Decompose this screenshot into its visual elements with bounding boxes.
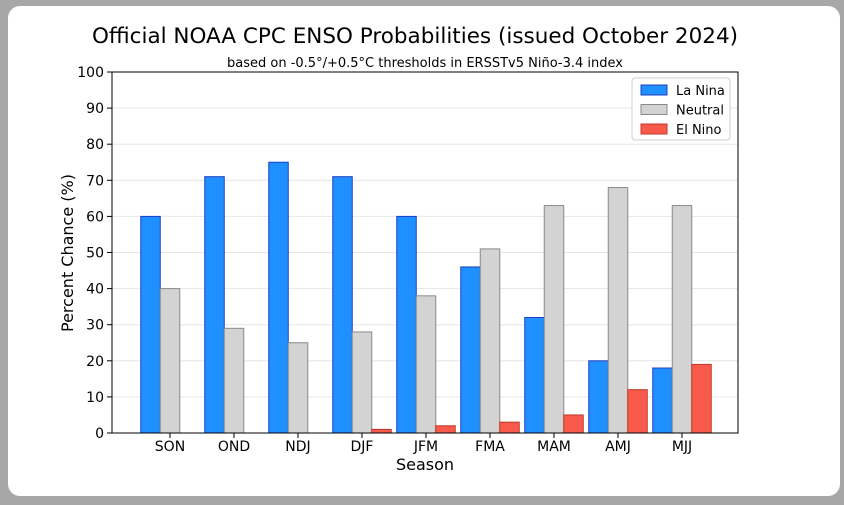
legend-el-nino-label: El Nino bbox=[676, 123, 722, 138]
y-tick-label: 10 bbox=[86, 390, 104, 406]
y-tick-label: 90 bbox=[86, 101, 104, 117]
bar-la-nina-fma bbox=[460, 266, 481, 434]
y-axis: 0 10 20 30 40 50 60 70 80 90 100 bbox=[77, 65, 112, 442]
bar-la-nina-ond bbox=[204, 176, 225, 434]
y-tick-label: 50 bbox=[86, 246, 104, 262]
bar-neutral-ndj bbox=[287, 342, 309, 434]
legend-el-nino-swatch bbox=[640, 123, 668, 135]
x-tick-label: MJJ bbox=[672, 439, 692, 455]
legend: La Nina Neutral El Nino bbox=[631, 77, 731, 141]
legend-la-nina-swatch bbox=[640, 84, 668, 96]
y-axis-label: Percent Chance (%) bbox=[58, 174, 77, 332]
y-tick-label: 60 bbox=[86, 209, 104, 225]
chart-subtitle: based on -0.5°/+0.5°C thresholds in ERSS… bbox=[227, 56, 623, 71]
bar-la-nina-mam bbox=[524, 316, 545, 434]
bar-neutral-fma bbox=[479, 248, 501, 434]
bar-neutral-djf bbox=[351, 331, 373, 434]
x-tick-label: JFM bbox=[413, 439, 438, 455]
legend-neutral-swatch bbox=[640, 104, 668, 115]
bar-la-nina-ndj bbox=[268, 161, 289, 434]
legend-neutral-label: Neutral bbox=[676, 104, 724, 119]
x-tick-label: NDJ bbox=[285, 439, 310, 455]
bar-el-nino-jfm bbox=[435, 425, 456, 434]
y-tick-label: 70 bbox=[86, 173, 104, 189]
bar-el-nino-mam bbox=[563, 414, 584, 434]
x-axis-label: Season bbox=[396, 455, 454, 474]
bar-neutral-son bbox=[159, 288, 181, 434]
y-tick-label: 80 bbox=[86, 137, 104, 153]
bar-la-nina-jfm bbox=[396, 215, 417, 434]
bar-el-nino-mjj bbox=[691, 363, 712, 434]
y-tick-label: 100 bbox=[77, 65, 104, 81]
bar-la-nina-djf bbox=[332, 176, 353, 434]
y-tick-label: 20 bbox=[86, 354, 104, 370]
x-tick-label: OND bbox=[218, 439, 250, 455]
bar-neutral-amj bbox=[607, 187, 629, 434]
bar-el-nino-djf bbox=[371, 428, 392, 434]
legend-la-nina-label: La Nina bbox=[676, 84, 725, 99]
bar-la-nina-mjj bbox=[652, 367, 673, 434]
x-tick-label: SON bbox=[155, 439, 185, 455]
bar-el-nino-fma bbox=[499, 421, 520, 434]
y-tick-label: 30 bbox=[86, 318, 104, 334]
y-tick-label: 0 bbox=[95, 426, 104, 442]
bar-neutral-ond bbox=[223, 327, 245, 434]
x-axis: SON OND NDJ DJF JFM FMA MAM AMJ MJJ bbox=[155, 433, 692, 455]
bars bbox=[140, 161, 712, 434]
bar-el-nino-amj bbox=[627, 389, 648, 434]
x-tick-label: AMJ bbox=[605, 439, 631, 455]
y-tick-label: 40 bbox=[86, 282, 104, 298]
bar-neutral-jfm bbox=[415, 295, 437, 434]
bar-la-nina-amj bbox=[588, 360, 609, 434]
chart-title: Official NOAA CPC ENSO Probabilities (is… bbox=[92, 24, 738, 49]
x-tick-label: FMA bbox=[475, 439, 505, 455]
x-tick-label: DJF bbox=[351, 439, 374, 455]
bar-la-nina-son bbox=[140, 215, 161, 434]
x-tick-label: MAM bbox=[537, 439, 571, 455]
bar-neutral-mjj bbox=[671, 205, 693, 434]
bar-neutral-mam bbox=[543, 205, 565, 434]
